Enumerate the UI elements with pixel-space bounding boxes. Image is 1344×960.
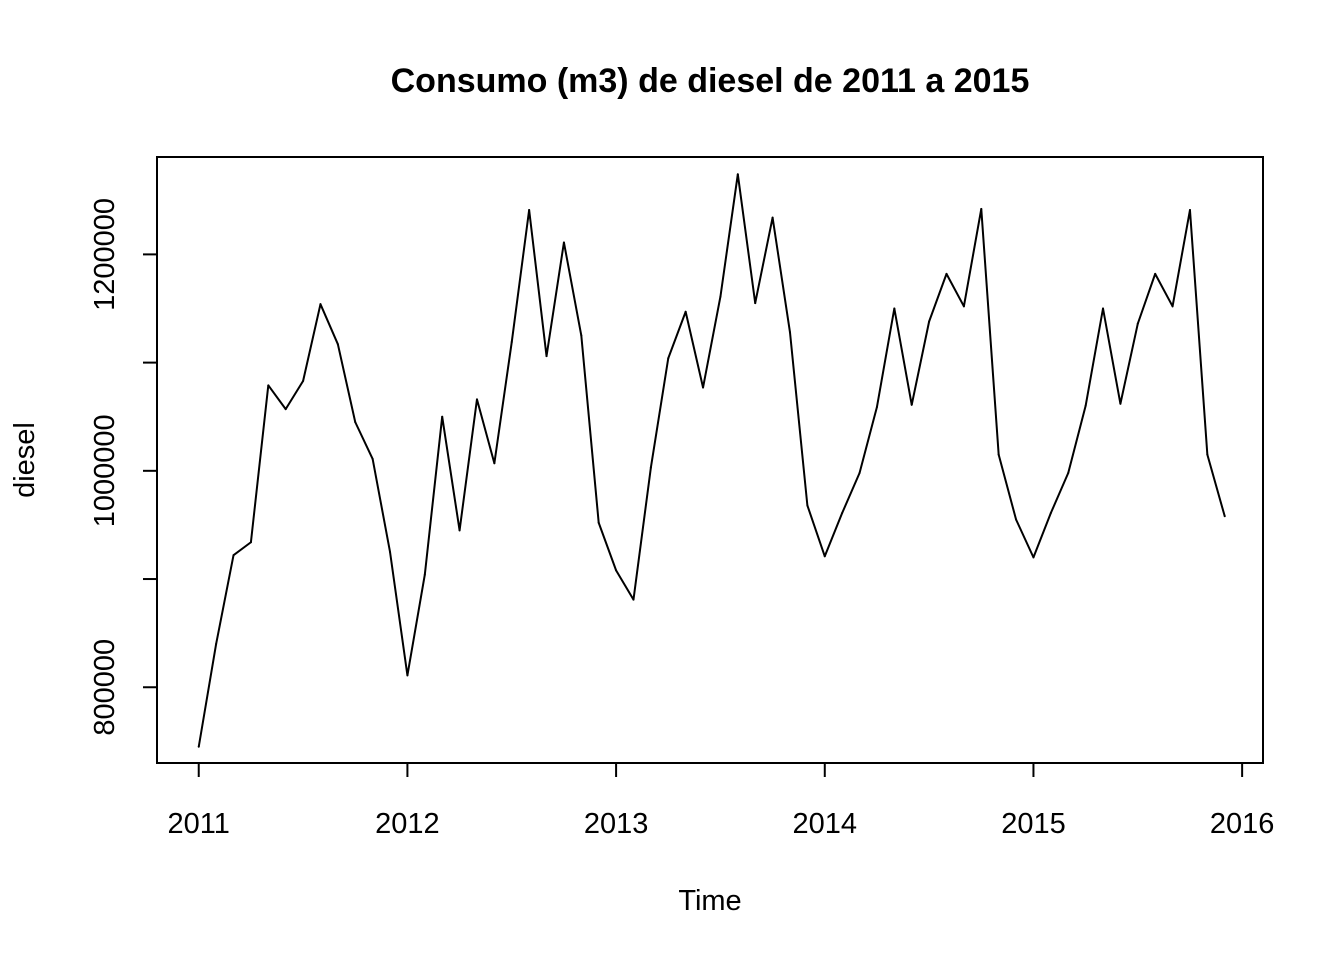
- data-point: [1032, 556, 1035, 559]
- data-point: [667, 357, 670, 360]
- data-point: [1067, 471, 1070, 474]
- data-point: [615, 569, 618, 572]
- data-point: [528, 209, 531, 212]
- data-point: [493, 462, 496, 465]
- data-point: [1171, 305, 1174, 308]
- data-point: [893, 307, 896, 310]
- data-point: [197, 745, 200, 748]
- data-point: [1188, 209, 1191, 212]
- data-point: [702, 386, 705, 389]
- data-point: [389, 550, 392, 553]
- data-point: [423, 573, 426, 576]
- data-point: [1049, 512, 1052, 515]
- data-point: [962, 305, 965, 308]
- data-point: [632, 598, 635, 601]
- data-point: [823, 555, 826, 558]
- data-point: [336, 343, 339, 346]
- data-point: [510, 341, 513, 344]
- y-tick-label: 800000: [89, 639, 121, 736]
- y-axis: 800000 1000000 1200000: [89, 198, 158, 736]
- data-point: [1015, 518, 1018, 521]
- data-point: [406, 674, 409, 677]
- data-point: [771, 216, 774, 219]
- data-point: [997, 453, 1000, 456]
- data-point: [267, 384, 270, 387]
- data-point: [858, 471, 861, 474]
- data-point: [475, 398, 478, 401]
- data-point: [649, 466, 652, 469]
- data-point: [719, 295, 722, 298]
- series-line-diesel: [197, 173, 1226, 747]
- data-point: [441, 415, 444, 418]
- data-point: [875, 405, 878, 408]
- x-tick-label: 2015: [1001, 808, 1066, 840]
- data-point: [684, 310, 687, 313]
- x-tick-label: 2011: [168, 808, 230, 840]
- data-point: [928, 320, 931, 323]
- data-point: [788, 331, 791, 334]
- data-point: [249, 541, 252, 544]
- data-point: [1154, 272, 1157, 275]
- series-points: [197, 173, 1226, 748]
- x-tick-label: 2013: [584, 808, 649, 840]
- data-point: [1223, 515, 1226, 518]
- data-point: [371, 457, 374, 460]
- data-point: [841, 512, 844, 515]
- data-point: [980, 207, 983, 210]
- chart-title: Consumo (m3) de diesel de 2011 a 2015: [391, 62, 1030, 100]
- data-point: [1102, 307, 1105, 310]
- x-axis: 2011 2012 2013 2014 2015 2016: [168, 762, 1275, 840]
- y-axis-label: diesel: [9, 422, 41, 498]
- data-point: [1136, 322, 1139, 325]
- data-point: [545, 355, 548, 358]
- data-point: [354, 421, 357, 424]
- data-point: [580, 334, 583, 337]
- x-axis-label: Time: [678, 885, 741, 917]
- x-tick-label: 2016: [1210, 808, 1275, 840]
- x-tick-label: 2012: [375, 808, 440, 840]
- data-point: [458, 529, 461, 532]
- data-point: [319, 303, 322, 306]
- plot-frame: [156, 156, 1264, 764]
- data-point: [754, 302, 757, 305]
- x-tick-label: 2014: [793, 808, 858, 840]
- data-point: [945, 272, 948, 275]
- data-point: [736, 173, 739, 176]
- data-point: [806, 504, 809, 507]
- data-point: [232, 554, 235, 557]
- data-point: [1206, 453, 1209, 456]
- y-tick-label: 1200000: [89, 198, 121, 311]
- data-point: [1084, 404, 1087, 407]
- data-point: [284, 408, 287, 411]
- data-point: [1119, 402, 1122, 405]
- data-point: [302, 380, 305, 382]
- y-tick-label: 1000000: [89, 414, 121, 527]
- data-point: [562, 241, 565, 244]
- data-point: [215, 642, 218, 645]
- data-point: [597, 521, 600, 524]
- data-point: [910, 403, 913, 406]
